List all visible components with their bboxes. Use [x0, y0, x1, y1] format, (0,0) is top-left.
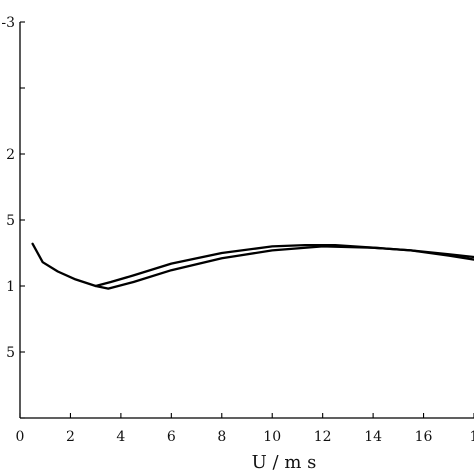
- x-tick-label: 10: [263, 429, 281, 445]
- x-tick-label: 16: [415, 429, 433, 445]
- series-layer: [31, 242, 474, 290]
- x-tick-label: 14: [364, 429, 382, 445]
- x-tick-label: 8: [217, 429, 226, 445]
- y-tick-label: 1: [6, 279, 15, 295]
- x-tick-label: 1: [470, 429, 474, 445]
- axes-layer: [19, 22, 474, 419]
- x-tick-label: 4: [116, 429, 125, 445]
- ticks-layer: 0 2 4 6 8 10 12 14 16 1 5 1 5 2 -3: [1, 15, 474, 445]
- x-tick-label: 6: [167, 429, 176, 445]
- x-axis-title: U / m s: [252, 452, 317, 473]
- series-line-2: [94, 245, 474, 290]
- x-tick-label: 2: [66, 429, 75, 445]
- x-tick-label: 12: [314, 429, 332, 445]
- x-tick-label: 0: [16, 429, 25, 445]
- y-tick-label: -3: [1, 15, 15, 31]
- y-tick-label: 5: [6, 213, 15, 229]
- y-tick-label: 2: [6, 147, 15, 163]
- y-tick-label: 5: [6, 345, 15, 361]
